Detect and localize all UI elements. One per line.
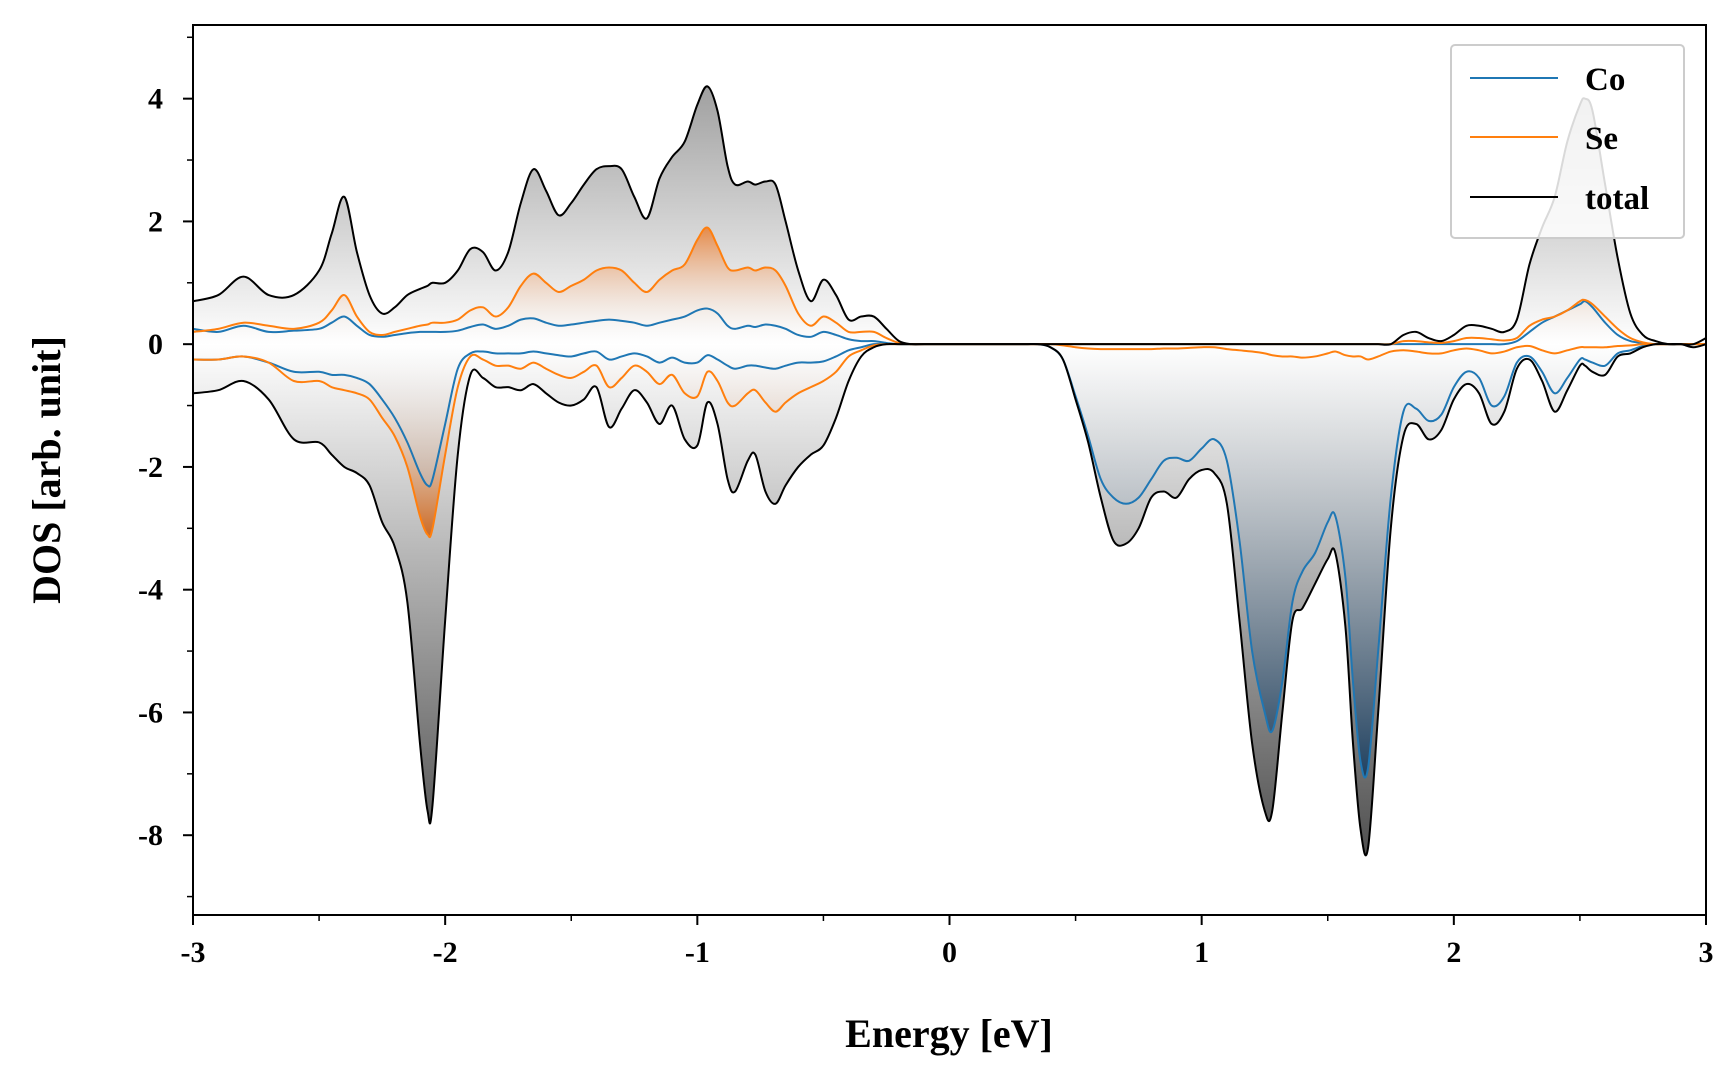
legend: Co Se total bbox=[1450, 44, 1685, 239]
y-tick-label: -6 bbox=[138, 696, 163, 729]
y-tick-label: -2 bbox=[138, 451, 163, 484]
y-tick-label: -8 bbox=[138, 819, 163, 852]
x-tick-label: 3 bbox=[1699, 936, 1714, 969]
y-tick-label: 2 bbox=[148, 205, 163, 238]
legend-label-se: Se bbox=[1585, 121, 1618, 157]
y-tick-label: 4 bbox=[148, 83, 163, 116]
se-spin-up-fill bbox=[193, 227, 1706, 345]
y-tick-label: -4 bbox=[138, 574, 163, 607]
y-axis-title: DOS [arb. unit] bbox=[24, 336, 69, 604]
legend-label-total: total bbox=[1585, 181, 1649, 217]
x-tick-label: -2 bbox=[433, 936, 458, 969]
co-spin-down-fill bbox=[193, 343, 1706, 778]
total-spin-down-line bbox=[193, 342, 1706, 857]
plot-area bbox=[193, 85, 1706, 857]
y-tick-label: 0 bbox=[148, 328, 163, 361]
x-tick-label: 1 bbox=[1194, 936, 1209, 969]
x-axis-title: Energy [eV] bbox=[845, 1011, 1053, 1056]
y-axis: 4 2 0 -2 -4 -6 -8 bbox=[138, 36, 193, 898]
x-tick-label: 2 bbox=[1446, 936, 1461, 969]
x-axis: -3 -2 -1 0 1 2 3 bbox=[181, 915, 1714, 969]
legend-box bbox=[1450, 44, 1685, 239]
x-tick-label: -1 bbox=[685, 936, 710, 969]
x-tick-label: 0 bbox=[942, 936, 957, 969]
x-tick-label: -3 bbox=[181, 936, 206, 969]
legend-label-co: Co bbox=[1585, 62, 1625, 98]
total-spin-up-fill bbox=[193, 86, 1706, 345]
